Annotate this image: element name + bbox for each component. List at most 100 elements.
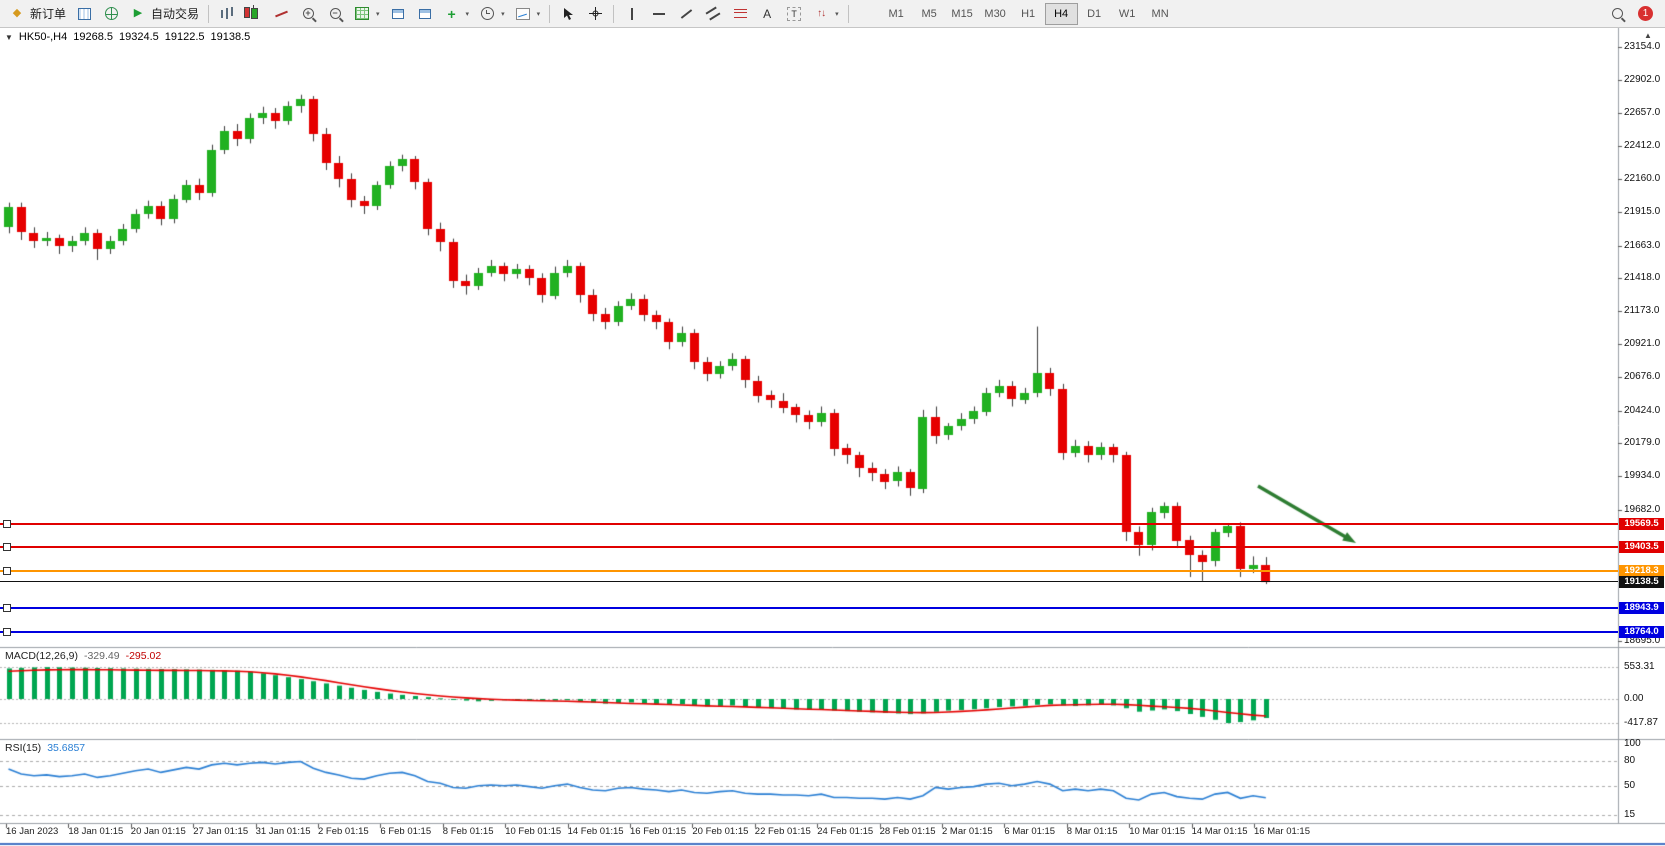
- fibonacci-tool-button[interactable]: [727, 3, 753, 25]
- periods-button[interactable]: ▾: [474, 3, 509, 25]
- add-indicator-button[interactable]: + ▾: [439, 3, 474, 25]
- price-axis-label: 19934.0: [1624, 469, 1661, 481]
- text-label-tool-button[interactable]: T: [781, 3, 807, 25]
- time-axis-label: 10 Feb 01:15: [505, 826, 562, 837]
- macd-axis-label: 0.00: [1624, 693, 1644, 704]
- time-axis-label: 20 Feb 01:15: [692, 826, 749, 837]
- toolbar-separator: [847, 4, 849, 23]
- auto-trading-button[interactable]: ▶ 自动交易: [125, 3, 203, 25]
- price-axis-label: 21173.0: [1624, 304, 1660, 316]
- time-axis-label: 22 Feb 01:15: [754, 826, 811, 837]
- timeframe-button-mn[interactable]: MN: [1151, 7, 1169, 20]
- open-value: 19268.5: [73, 31, 113, 43]
- cursor-icon: [559, 6, 577, 22]
- search-button[interactable]: [1604, 3, 1630, 25]
- auto-trading-label: 自动交易: [151, 7, 200, 21]
- price-tag: 19569.5: [1619, 518, 1664, 531]
- horizontal-line[interactable]: [0, 520, 1618, 529]
- horizontal-line[interactable]: [0, 603, 1618, 612]
- price-axis-label: 23154.0: [1624, 40, 1661, 52]
- text-tool-button[interactable]: A: [754, 3, 780, 25]
- timeframe-button-m15[interactable]: M15: [951, 7, 973, 20]
- time-axis-label: 16 Mar 01:15: [1254, 826, 1310, 837]
- profiles-icon: [75, 6, 93, 22]
- window-scroll-button[interactable]: [412, 3, 438, 25]
- bid-price-line[interactable]: [0, 581, 1618, 583]
- tile-windows-button[interactable]: ▾: [349, 3, 384, 25]
- line-chart-icon: [272, 6, 290, 22]
- dropdown-caret-icon: ▾: [376, 10, 380, 18]
- arrows-tool-button[interactable]: ↑↓ ▾: [808, 3, 843, 25]
- vertical-line-icon: [623, 6, 641, 22]
- collapse-arrow-icon[interactable]: ▼: [5, 32, 13, 42]
- horizontal-line[interactable]: [0, 627, 1618, 636]
- new-order-button[interactable]: ◆ 新订单: [4, 3, 70, 25]
- price-axis-label: 20676.0: [1624, 371, 1661, 383]
- time-axis-label: 14 Feb 01:15: [567, 826, 624, 837]
- dropdown-caret-icon: ▾: [465, 10, 470, 18]
- macd-name-label: MACD(12,26,9): [5, 650, 78, 662]
- cursor-button[interactable]: [555, 3, 581, 25]
- dropdown-caret-icon: ▾: [835, 10, 839, 18]
- price-axis-label: 18695.0: [1624, 635, 1661, 646]
- time-axis-label: 6 Feb 01:15: [380, 826, 432, 837]
- notification-badge[interactable]: 1: [1638, 6, 1653, 21]
- timeframe-button-h4[interactable]: H4: [1044, 2, 1078, 25]
- new-order-label: 新订单: [30, 7, 67, 21]
- price-tag: 19403.5: [1619, 540, 1664, 553]
- crosshair-button[interactable]: [582, 3, 608, 25]
- line-chart-button[interactable]: [268, 3, 294, 25]
- toolbar-separator: [549, 4, 551, 23]
- horizontal-line[interactable]: [0, 567, 1618, 576]
- timeframe-button-m1[interactable]: M1: [888, 7, 904, 20]
- timeframe-button-m30[interactable]: M30: [984, 7, 1006, 20]
- time-axis-label: 27 Jan 01:15: [193, 826, 249, 837]
- horizontal-line-tool-button[interactable]: [646, 3, 672, 25]
- auto-trading-icon: ▶: [133, 7, 143, 19]
- trendline-icon: [677, 6, 695, 22]
- line-handle[interactable]: [3, 567, 11, 576]
- clock-icon: [478, 6, 496, 22]
- timeframe-button-d1[interactable]: D1: [1087, 7, 1102, 20]
- trendline-tool-button[interactable]: [673, 3, 699, 25]
- rsi-axis-label: 50: [1624, 779, 1636, 791]
- line-handle[interactable]: [3, 603, 11, 612]
- price-axis-label: 20921.0: [1624, 338, 1661, 350]
- zoom-out-button[interactable]: −: [322, 3, 348, 25]
- line-handle[interactable]: [3, 542, 11, 551]
- window-icon: [416, 6, 434, 22]
- candlestick-chart-button[interactable]: [241, 3, 267, 25]
- toolbar-separator: [208, 4, 210, 23]
- macd-main-value: -329.49: [83, 650, 120, 662]
- zoom-in-button[interactable]: +: [295, 3, 321, 25]
- template-icon: [514, 6, 532, 22]
- time-axis-label: 16 Jan 2023: [6, 826, 59, 837]
- timeframe-button-w1[interactable]: W1: [1118, 7, 1136, 20]
- profiles-button[interactable]: [71, 3, 97, 25]
- rsi-axis-label: 15: [1624, 809, 1636, 820]
- price-axis-label: 22902.0: [1624, 74, 1661, 86]
- globe-icon: [102, 6, 120, 22]
- price-axis-label: 22412.0: [1624, 139, 1661, 151]
- price-axis-label: 21915.0: [1624, 205, 1661, 217]
- timeframe-button-m5[interactable]: M5: [921, 7, 937, 20]
- timeframe-button-h1[interactable]: H1: [1021, 7, 1036, 20]
- symbol-period-label: HK50-,H4: [18, 31, 68, 43]
- zoom-out-icon: −: [326, 6, 344, 22]
- line-handle[interactable]: [3, 520, 11, 529]
- vertical-line-tool-button[interactable]: [619, 3, 645, 25]
- window-shift-button[interactable]: [385, 3, 411, 25]
- crosshair-icon: [586, 6, 604, 22]
- time-axis-label: 2 Mar 01:15: [942, 826, 993, 837]
- chart-canvas[interactable]: [0, 28, 1665, 846]
- horizontal-line[interactable]: [0, 542, 1618, 551]
- line-handle[interactable]: [3, 627, 11, 636]
- autoscroll-marker-icon[interactable]: ▲: [1644, 31, 1652, 40]
- channel-tool-button[interactable]: [700, 3, 726, 25]
- bar-chart-button[interactable]: [214, 3, 240, 25]
- rsi-axis-label: 100: [1624, 738, 1641, 749]
- text-label-icon: T: [785, 6, 803, 22]
- templates-button[interactable]: ▾: [510, 3, 545, 25]
- community-button[interactable]: [98, 3, 124, 25]
- time-axis-label: 24 Feb 01:15: [817, 826, 874, 837]
